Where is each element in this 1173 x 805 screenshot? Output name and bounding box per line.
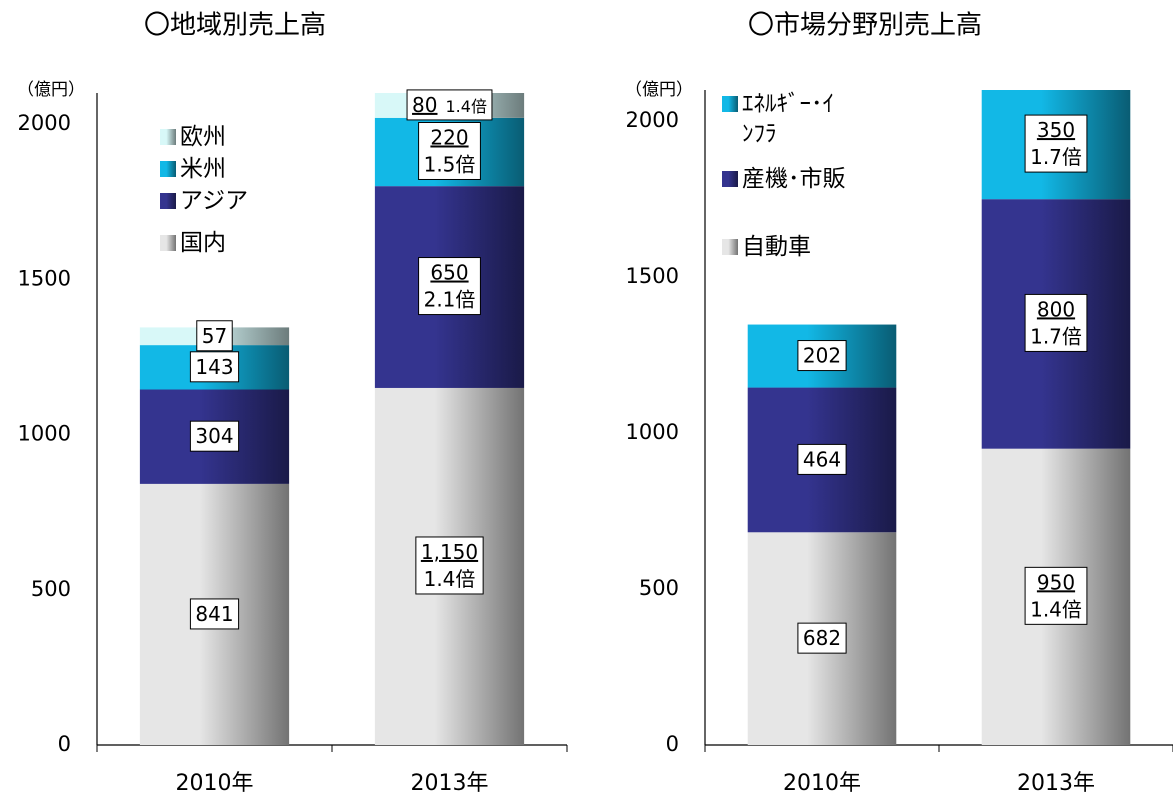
data-label: 650 xyxy=(430,261,468,285)
label-box xyxy=(797,443,847,475)
data-label: 682 xyxy=(803,626,841,650)
data-label: 304 xyxy=(195,424,233,448)
data-label: 202 xyxy=(803,344,841,368)
growth-label: 1.7倍 xyxy=(1030,145,1082,169)
y-tick-label: 2000 xyxy=(18,111,71,135)
legend-label: 産機･市販 xyxy=(742,166,846,192)
label-box xyxy=(189,598,240,630)
label-box xyxy=(418,257,481,316)
legend-swatch xyxy=(160,161,176,177)
y-tick-label: 500 xyxy=(31,577,71,601)
legend-label: アジア xyxy=(180,188,249,214)
growth-label: 2.1倍 xyxy=(424,288,476,312)
label-box xyxy=(797,340,847,372)
legend-swatch xyxy=(722,171,738,187)
legend-swatch xyxy=(160,193,176,209)
legend-label: 米州 xyxy=(180,156,226,182)
data-label: 841 xyxy=(195,602,233,626)
growth-label: 1.4倍 xyxy=(424,567,476,591)
y-tick-label: 1000 xyxy=(18,422,71,446)
legend-entry: 欧州 xyxy=(180,124,226,150)
data-label: 350 xyxy=(1037,118,1075,142)
growth-label: 1.4倍 xyxy=(1030,597,1082,621)
x-tick-label: 2013年 xyxy=(1017,771,1095,796)
legend-entry: 米州 xyxy=(180,156,226,182)
data-label: 950 xyxy=(1037,570,1075,594)
growth-label: 1.7倍 xyxy=(1030,324,1082,348)
y-tick-label: 0 xyxy=(58,732,71,756)
y-tick-label: 1500 xyxy=(18,266,71,290)
legend-label: 自動車 xyxy=(742,234,811,260)
data-label: 1,150 xyxy=(421,540,478,564)
legend-swatch xyxy=(722,239,738,255)
legend-entry: 自動車 xyxy=(742,234,811,260)
data-label: 143 xyxy=(195,355,233,379)
y-tick-label: 0 xyxy=(666,732,679,756)
legend-entry: 産機･市販 xyxy=(742,166,846,192)
data-label: 57 xyxy=(202,324,227,348)
label-box xyxy=(1024,566,1088,625)
data-label: 800 xyxy=(1037,297,1075,321)
legend-entry: 国内 xyxy=(180,230,226,256)
label-box xyxy=(406,89,493,121)
label-box xyxy=(415,536,484,595)
legend-entry: ｴﾈﾙｷﾞｰ･ｲﾝﾌﾗ xyxy=(742,91,834,147)
chart-title: 〇地域別売上高 xyxy=(144,11,326,41)
label-box xyxy=(1024,114,1088,173)
legend-swatch xyxy=(160,129,176,145)
x-tick-label: 2010年 xyxy=(176,771,254,796)
growth-label: 1.4倍 xyxy=(446,97,487,116)
chart-title: 〇市場分野別売上高 xyxy=(748,11,982,41)
unit-label: （億円） xyxy=(625,80,693,100)
label-box xyxy=(797,622,847,654)
legend-swatch xyxy=(160,235,176,251)
data-label: 220 xyxy=(430,125,468,149)
legend-entry: アジア xyxy=(180,188,249,214)
x-tick-label: 2013年 xyxy=(411,771,489,796)
legend-swatch xyxy=(722,96,738,112)
growth-label: 1.5倍 xyxy=(424,152,476,176)
y-tick-label: 1000 xyxy=(626,420,679,444)
data-label: 80 xyxy=(412,93,437,117)
label-box xyxy=(1024,293,1088,352)
legend-label: 欧州 xyxy=(180,124,226,150)
label-box xyxy=(196,320,233,352)
label-box xyxy=(189,420,240,452)
y-tick-label: 500 xyxy=(639,576,679,600)
y-tick-label: 2000 xyxy=(626,108,679,132)
label-box xyxy=(418,121,481,180)
x-tick-label: 2010年 xyxy=(783,771,861,796)
y-tick-label: 1500 xyxy=(626,264,679,288)
legend-label: 国内 xyxy=(180,230,226,256)
legend-label: ｴﾈﾙｷﾞｰ･ｲﾝﾌﾗ xyxy=(742,91,834,147)
label-box xyxy=(189,351,240,383)
unit-label: （億円） xyxy=(17,80,85,100)
data-label: 464 xyxy=(803,447,841,471)
